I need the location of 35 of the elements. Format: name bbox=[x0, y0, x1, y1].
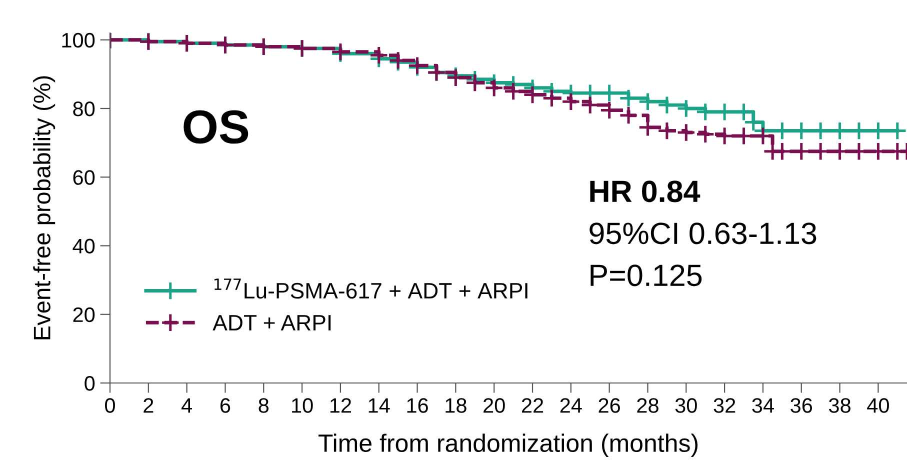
x-tick-label: 10 bbox=[292, 398, 313, 413]
annotation: OS bbox=[184, 110, 248, 144]
x-tick-label: 16 bbox=[407, 398, 428, 413]
y-tick-label: 0 bbox=[84, 376, 95, 391]
y-tick-label: 20 bbox=[73, 307, 95, 322]
y-tick-label: 80 bbox=[73, 101, 95, 116]
x-tick-label: 14 bbox=[368, 398, 390, 413]
legend-label: $^{177}$Lu-PSMA-617 + ADT + ARPI bbox=[214, 278, 528, 299]
x-tick-label: 32 bbox=[714, 398, 736, 413]
x-tick-label: 38 bbox=[828, 398, 850, 413]
x-tick-label: 28 bbox=[637, 398, 658, 413]
x-tick-label: 20 bbox=[484, 398, 505, 413]
x-tick-label: 26 bbox=[598, 398, 620, 413]
annotation: HR 0.84 bbox=[590, 180, 700, 202]
x-tick-label: 4 bbox=[182, 398, 192, 413]
x-tick-label: 34 bbox=[752, 398, 774, 413]
legend-label: ADT + ARPI bbox=[212, 315, 331, 330]
x-tick-label: 40 bbox=[867, 398, 889, 413]
y-tick-label: 40 bbox=[72, 238, 95, 254]
x-tick-label: 18 bbox=[446, 398, 466, 413]
x-tick-label: 36 bbox=[790, 398, 812, 413]
y-tick-label: 100 bbox=[62, 32, 95, 48]
y-axis-title: Event-free probability (%) bbox=[33, 76, 56, 340]
x-tick-label: 30 bbox=[675, 398, 697, 413]
x-tick-label: 2 bbox=[144, 398, 154, 413]
x-tick-label: 8 bbox=[258, 398, 269, 413]
x-tick-label: 22 bbox=[522, 398, 544, 413]
annotation: 95%CI 0.63-1.13 bbox=[590, 222, 816, 244]
y-tick-label: 60 bbox=[73, 170, 95, 185]
x-tick-label: 12 bbox=[330, 398, 351, 413]
x-tick-label: 0 bbox=[105, 398, 115, 413]
x-axis-title: Time from randomization (months) bbox=[318, 434, 698, 457]
x-tick-label: 6 bbox=[220, 398, 230, 413]
annotation: P=0.125 bbox=[590, 264, 702, 286]
x-tick-label: 24 bbox=[560, 398, 582, 413]
